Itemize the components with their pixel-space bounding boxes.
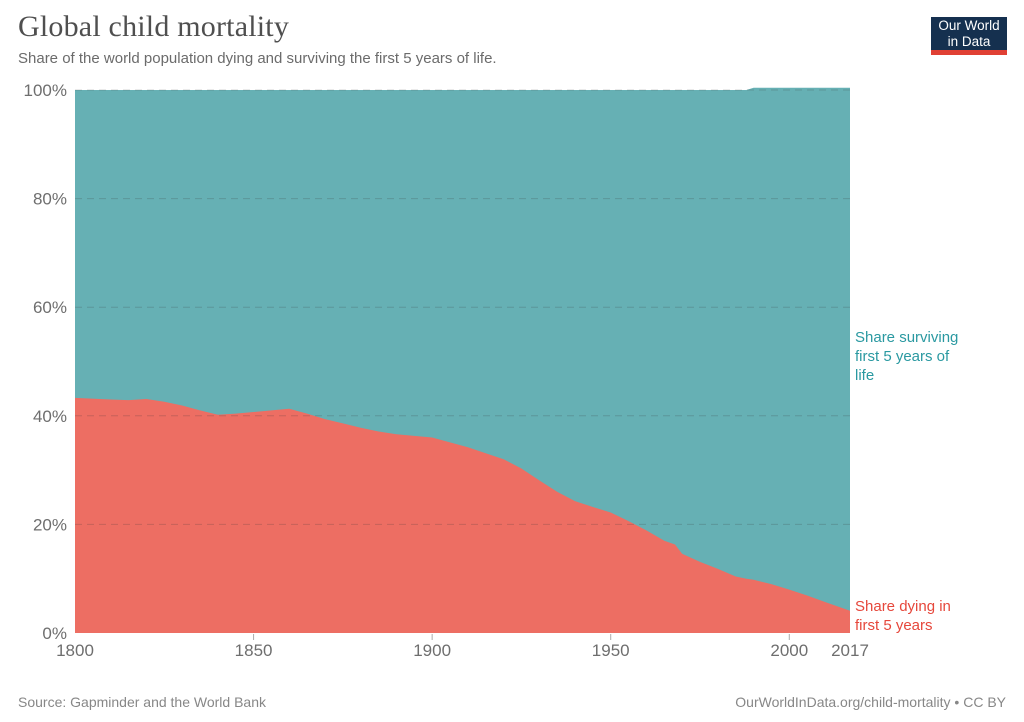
chart-title: Global child mortality (18, 10, 290, 43)
owid-logo-line2: in Data (947, 33, 991, 49)
owid-logo-line1: Our World (938, 18, 1000, 33)
chart-subtitle: Share of the world population dying and … (18, 50, 497, 67)
x-tick-label: 1950 (592, 641, 630, 660)
y-tick-label: 80% (33, 190, 67, 209)
y-tick-label: 20% (33, 515, 67, 534)
x-tick-label: 1850 (235, 641, 273, 660)
x-tick-label: 1800 (56, 641, 94, 660)
x-tick-label: 1900 (413, 641, 451, 660)
y-tick-label: 60% (33, 298, 67, 317)
y-tick-label: 100% (24, 81, 67, 100)
source-note: Source: Gapminder and the World Bank (18, 694, 266, 710)
y-tick-label: 0% (42, 624, 67, 643)
y-tick-label: 40% (33, 407, 67, 426)
area-dying (75, 397, 850, 633)
series-label-surviving: Share surviving first 5 years of life (855, 329, 959, 384)
owid-logo: Our World in Data (931, 17, 1007, 55)
x-tick-label: 2017 (831, 641, 869, 660)
series-label-dying: Share dying in first 5 years (855, 598, 951, 634)
x-tick-label: 2000 (770, 641, 808, 660)
credit-note: OurWorldInData.org/child-mortality • CC … (735, 694, 1006, 710)
